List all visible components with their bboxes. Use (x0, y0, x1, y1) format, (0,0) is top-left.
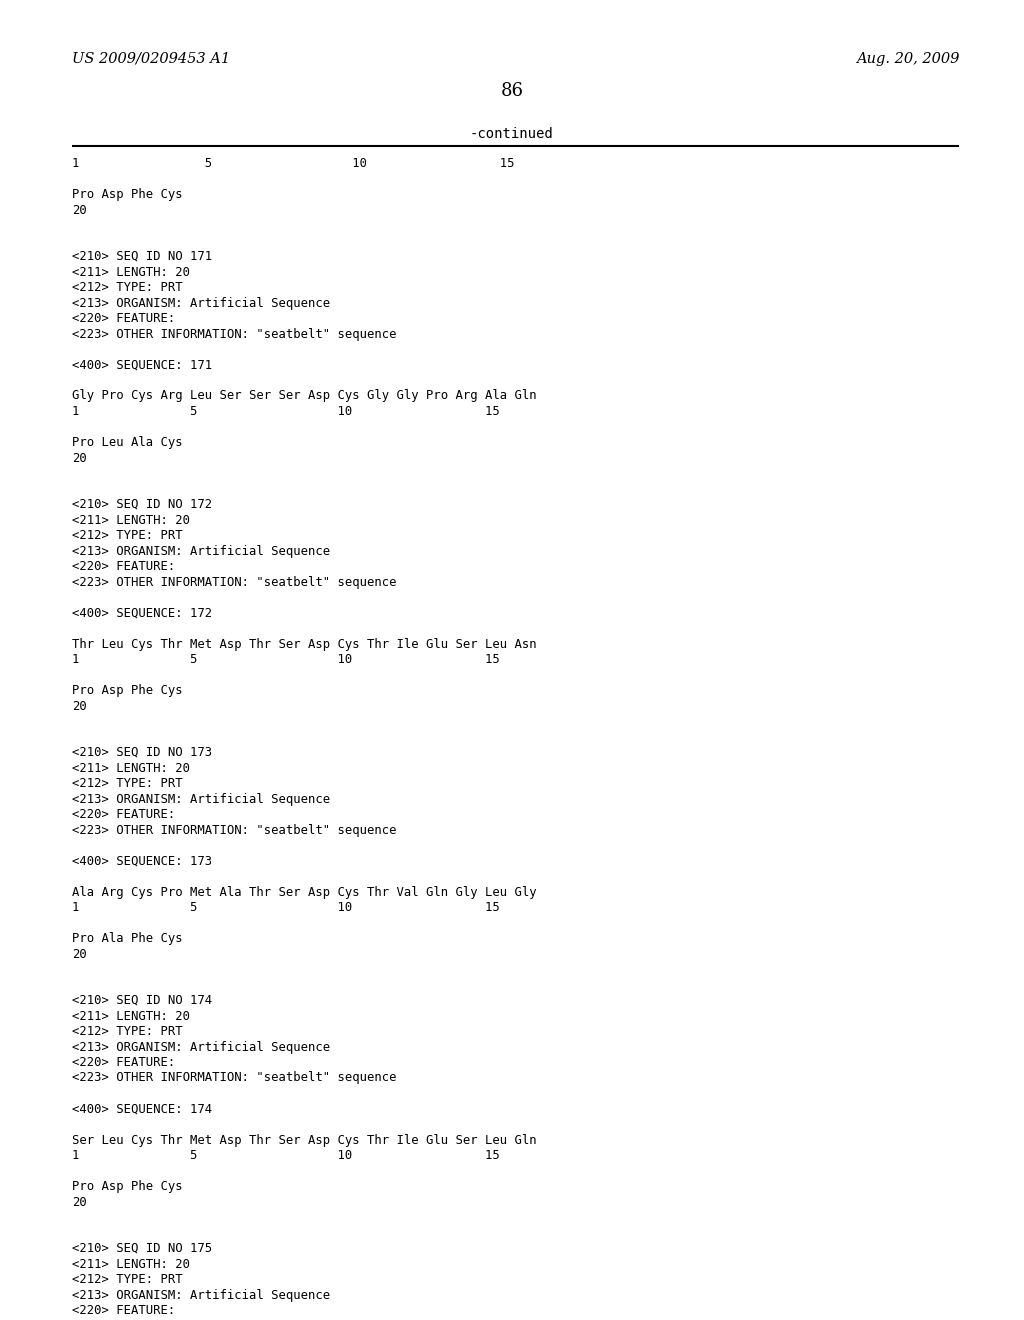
Text: <210> SEQ ID NO 173: <210> SEQ ID NO 173 (72, 746, 212, 759)
Text: <212> TYPE: PRT: <212> TYPE: PRT (72, 777, 182, 789)
Text: <400> SEQUENCE: 173: <400> SEQUENCE: 173 (72, 854, 212, 867)
Text: 20: 20 (72, 451, 87, 465)
Text: <211> LENGTH: 20: <211> LENGTH: 20 (72, 1010, 190, 1023)
Text: Pro Asp Phe Cys: Pro Asp Phe Cys (72, 187, 182, 201)
Text: Gly Pro Cys Arg Leu Ser Ser Ser Asp Cys Gly Gly Pro Arg Ala Gln: Gly Pro Cys Arg Leu Ser Ser Ser Asp Cys … (72, 389, 537, 403)
Text: <211> LENGTH: 20: <211> LENGTH: 20 (72, 513, 190, 527)
Text: <211> LENGTH: 20: <211> LENGTH: 20 (72, 265, 190, 279)
Text: Ser Leu Cys Thr Met Asp Thr Ser Asp Cys Thr Ile Glu Ser Leu Gln: Ser Leu Cys Thr Met Asp Thr Ser Asp Cys … (72, 1134, 537, 1147)
Text: <213> ORGANISM: Artificial Sequence: <213> ORGANISM: Artificial Sequence (72, 545, 330, 557)
Text: 20: 20 (72, 1196, 87, 1209)
Text: 1               5                   10                  15: 1 5 10 15 (72, 1148, 500, 1162)
Text: <211> LENGTH: 20: <211> LENGTH: 20 (72, 762, 190, 775)
Text: -continued: -continued (470, 127, 554, 141)
Text: <210> SEQ ID NO 171: <210> SEQ ID NO 171 (72, 249, 212, 263)
Text: 1               5                   10                  15: 1 5 10 15 (72, 653, 500, 667)
Text: <220> FEATURE:: <220> FEATURE: (72, 560, 175, 573)
Text: <220> FEATURE:: <220> FEATURE: (72, 808, 175, 821)
Text: Aug. 20, 2009: Aug. 20, 2009 (856, 51, 959, 66)
Text: <223> OTHER INFORMATION: "seatbelt" sequence: <223> OTHER INFORMATION: "seatbelt" sequ… (72, 824, 396, 837)
Text: <212> TYPE: PRT: <212> TYPE: PRT (72, 1272, 182, 1286)
Text: 20: 20 (72, 203, 87, 216)
Text: <223> OTHER INFORMATION: "seatbelt" sequence: <223> OTHER INFORMATION: "seatbelt" sequ… (72, 1072, 396, 1085)
Text: <212> TYPE: PRT: <212> TYPE: PRT (72, 529, 182, 543)
Text: 1                 5                   10                  15: 1 5 10 15 (72, 157, 514, 170)
Text: Ala Arg Cys Pro Met Ala Thr Ser Asp Cys Thr Val Gln Gly Leu Gly: Ala Arg Cys Pro Met Ala Thr Ser Asp Cys … (72, 886, 537, 899)
Text: 20: 20 (72, 948, 87, 961)
Text: Pro Leu Ala Cys: Pro Leu Ala Cys (72, 436, 182, 449)
Text: <211> LENGTH: 20: <211> LENGTH: 20 (72, 1258, 190, 1271)
Text: 1               5                   10                  15: 1 5 10 15 (72, 405, 500, 418)
Text: <220> FEATURE:: <220> FEATURE: (72, 1056, 175, 1069)
Text: <223> OTHER INFORMATION: "seatbelt" sequence: <223> OTHER INFORMATION: "seatbelt" sequ… (72, 327, 396, 341)
Text: <220> FEATURE:: <220> FEATURE: (72, 1304, 175, 1317)
Text: <220> FEATURE:: <220> FEATURE: (72, 312, 175, 325)
Text: <213> ORGANISM: Artificial Sequence: <213> ORGANISM: Artificial Sequence (72, 1040, 330, 1053)
Text: <400> SEQUENCE: 174: <400> SEQUENCE: 174 (72, 1102, 212, 1115)
Text: 86: 86 (501, 82, 523, 100)
Text: <212> TYPE: PRT: <212> TYPE: PRT (72, 281, 182, 294)
Text: Pro Asp Phe Cys: Pro Asp Phe Cys (72, 1180, 182, 1193)
Text: <210> SEQ ID NO 174: <210> SEQ ID NO 174 (72, 994, 212, 1007)
Text: Thr Leu Cys Thr Met Asp Thr Ser Asp Cys Thr Ile Glu Ser Leu Asn: Thr Leu Cys Thr Met Asp Thr Ser Asp Cys … (72, 638, 537, 651)
Text: 1               5                   10                  15: 1 5 10 15 (72, 902, 500, 913)
Text: <210> SEQ ID NO 175: <210> SEQ ID NO 175 (72, 1242, 212, 1255)
Text: <400> SEQUENCE: 171: <400> SEQUENCE: 171 (72, 359, 212, 371)
Text: 20: 20 (72, 700, 87, 713)
Text: <213> ORGANISM: Artificial Sequence: <213> ORGANISM: Artificial Sequence (72, 297, 330, 309)
Text: Pro Ala Phe Cys: Pro Ala Phe Cys (72, 932, 182, 945)
Text: <213> ORGANISM: Artificial Sequence: <213> ORGANISM: Artificial Sequence (72, 1288, 330, 1302)
Text: <223> OTHER INFORMATION: "seatbelt" sequence: <223> OTHER INFORMATION: "seatbelt" sequ… (72, 576, 396, 589)
Text: <400> SEQUENCE: 172: <400> SEQUENCE: 172 (72, 606, 212, 619)
Text: US 2009/0209453 A1: US 2009/0209453 A1 (72, 51, 230, 66)
Text: <212> TYPE: PRT: <212> TYPE: PRT (72, 1026, 182, 1038)
Text: Pro Asp Phe Cys: Pro Asp Phe Cys (72, 684, 182, 697)
Text: <210> SEQ ID NO 172: <210> SEQ ID NO 172 (72, 498, 212, 511)
Text: <213> ORGANISM: Artificial Sequence: <213> ORGANISM: Artificial Sequence (72, 792, 330, 805)
